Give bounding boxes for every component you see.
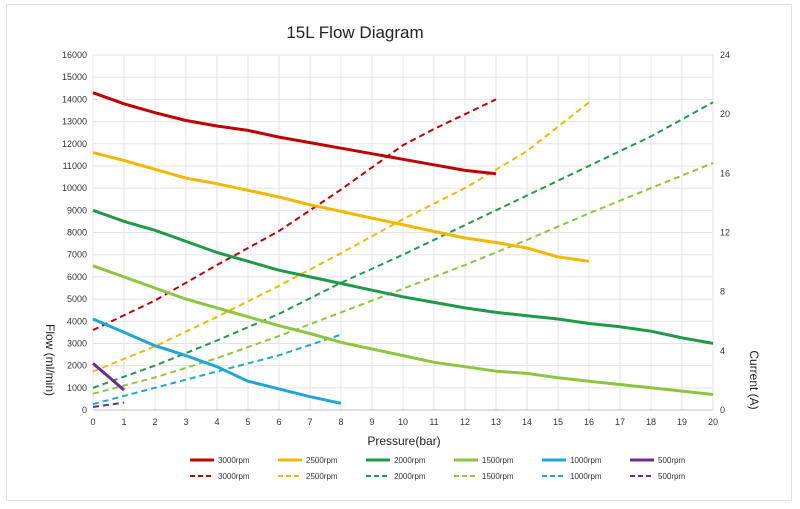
x-tick-label: 7: [307, 417, 312, 427]
x-tick-label: 14: [522, 417, 532, 427]
y2-tick-label: 20: [720, 109, 730, 119]
y-tick-label: 5000: [67, 294, 87, 304]
y2-tick-label: 16: [720, 168, 730, 178]
x-tick-label: 15: [553, 417, 563, 427]
x-tick-label: 12: [460, 417, 470, 427]
axes: [92, 55, 714, 411]
y2-tick-label: 4: [720, 346, 725, 356]
y-tick-label: 7000: [67, 250, 87, 260]
flow-line-1500rpm: [92, 264, 714, 396]
legend-label-current: 500rpm: [658, 472, 685, 481]
series-lines: [92, 91, 714, 408]
x-tick-label: 8: [338, 417, 343, 427]
current-line-2000rpm: [92, 101, 714, 389]
y-tick-label: 4000: [67, 316, 87, 326]
y2-axis-label: Current (A): [747, 350, 761, 409]
legend-label-flow: 500rpm: [658, 456, 685, 465]
legend-label-flow: 2000rpm: [394, 456, 426, 465]
x-tick-label: 18: [646, 417, 656, 427]
y-tick-label: 8000: [67, 228, 87, 238]
legend: 3000rpm 2500rpm 2000rpm 1500rpm 1000rpm 500rp…: [190, 456, 685, 481]
current-line-3000rpm: [92, 98, 497, 332]
x-tick-label: 3: [183, 417, 188, 427]
legend-label-current: 1500rpm: [482, 472, 514, 481]
current-line-1000rpm: [92, 333, 342, 406]
y-tick-label: 9000: [67, 205, 87, 215]
y-tick-label: 1000: [67, 383, 87, 393]
y-tick-label: 6000: [67, 272, 87, 282]
x-tick-label: 11: [429, 417, 438, 427]
x-tick-label: 17: [615, 417, 625, 427]
chart-title: 15L Flow Diagram: [286, 23, 423, 42]
y-tick-label: 12000: [62, 139, 87, 149]
y-tick-label: 11000: [63, 161, 87, 171]
legend-label-current: 2500rpm: [306, 472, 338, 481]
legend-label-current: 1000rpm: [570, 472, 602, 481]
x-tick-label: 19: [677, 417, 687, 427]
flow-line-2500rpm: [92, 151, 590, 263]
x-tick-label: 20: [708, 417, 718, 427]
x-tick-label: 6: [276, 417, 281, 427]
legend-label-current: 3000rpm: [218, 472, 250, 481]
y2-tick-label: 24: [720, 50, 730, 60]
legend-label-flow: 1000rpm: [570, 456, 602, 465]
y-tick-label: 0: [82, 405, 87, 415]
flow-line-500rpm: [92, 362, 125, 392]
y-tick-label: 14000: [62, 94, 87, 104]
x-tick-labels: 0 1 2 3 4 5 6 7 8 9 10 11 12 13 14 15 16 17 18 19 20: [90, 417, 718, 427]
x-tick-label: 1: [121, 417, 126, 427]
x-tick-label: 0: [90, 417, 95, 427]
x-tick-label: 16: [584, 417, 594, 427]
legend-label-flow: 3000rpm: [218, 456, 250, 465]
y-tick-labels: 0 1000 2000 3000 4000 5000 6000 7000 8000 9000 100…: [62, 50, 87, 415]
current-line-1500rpm: [92, 162, 714, 395]
y-tick-label: 15000: [62, 72, 87, 82]
legend-label-flow: 1500rpm: [482, 456, 514, 465]
x-tick-label: 5: [245, 417, 250, 427]
y2-tick-labels: 0 4 8 12 16 20 24: [720, 50, 730, 415]
current-line-2500rpm: [92, 101, 590, 373]
y-tick-label: 3000: [67, 338, 87, 348]
legend-label-flow: 2500rpm: [306, 456, 338, 465]
x-tick-label: 9: [369, 417, 374, 427]
y-tick-label: 2000: [67, 361, 87, 371]
y-tick-label: 13000: [62, 117, 87, 127]
flow-line-1000rpm: [92, 317, 342, 405]
x-tick-label: 13: [491, 417, 501, 427]
y-tick-label: 10000: [62, 183, 87, 193]
flow-line-2000rpm: [92, 208, 714, 345]
y-axis-label: Flow (ml/min): [43, 324, 57, 396]
current-line-500rpm: [92, 401, 125, 408]
legend-label-current: 2000rpm: [394, 472, 426, 481]
y-tick-label: 16000: [62, 50, 87, 60]
x-tick-label: 10: [398, 417, 408, 427]
x-tick-label: 2: [152, 417, 157, 427]
x-tick-label: 4: [214, 417, 219, 427]
chart-frame: [6, 4, 792, 501]
y2-tick-label: 0: [720, 405, 725, 415]
flow-line-3000rpm: [92, 91, 497, 176]
x-axis-label: Pressure(bar): [367, 434, 440, 448]
y2-tick-label: 12: [720, 228, 730, 238]
y2-tick-label: 8: [720, 287, 725, 297]
